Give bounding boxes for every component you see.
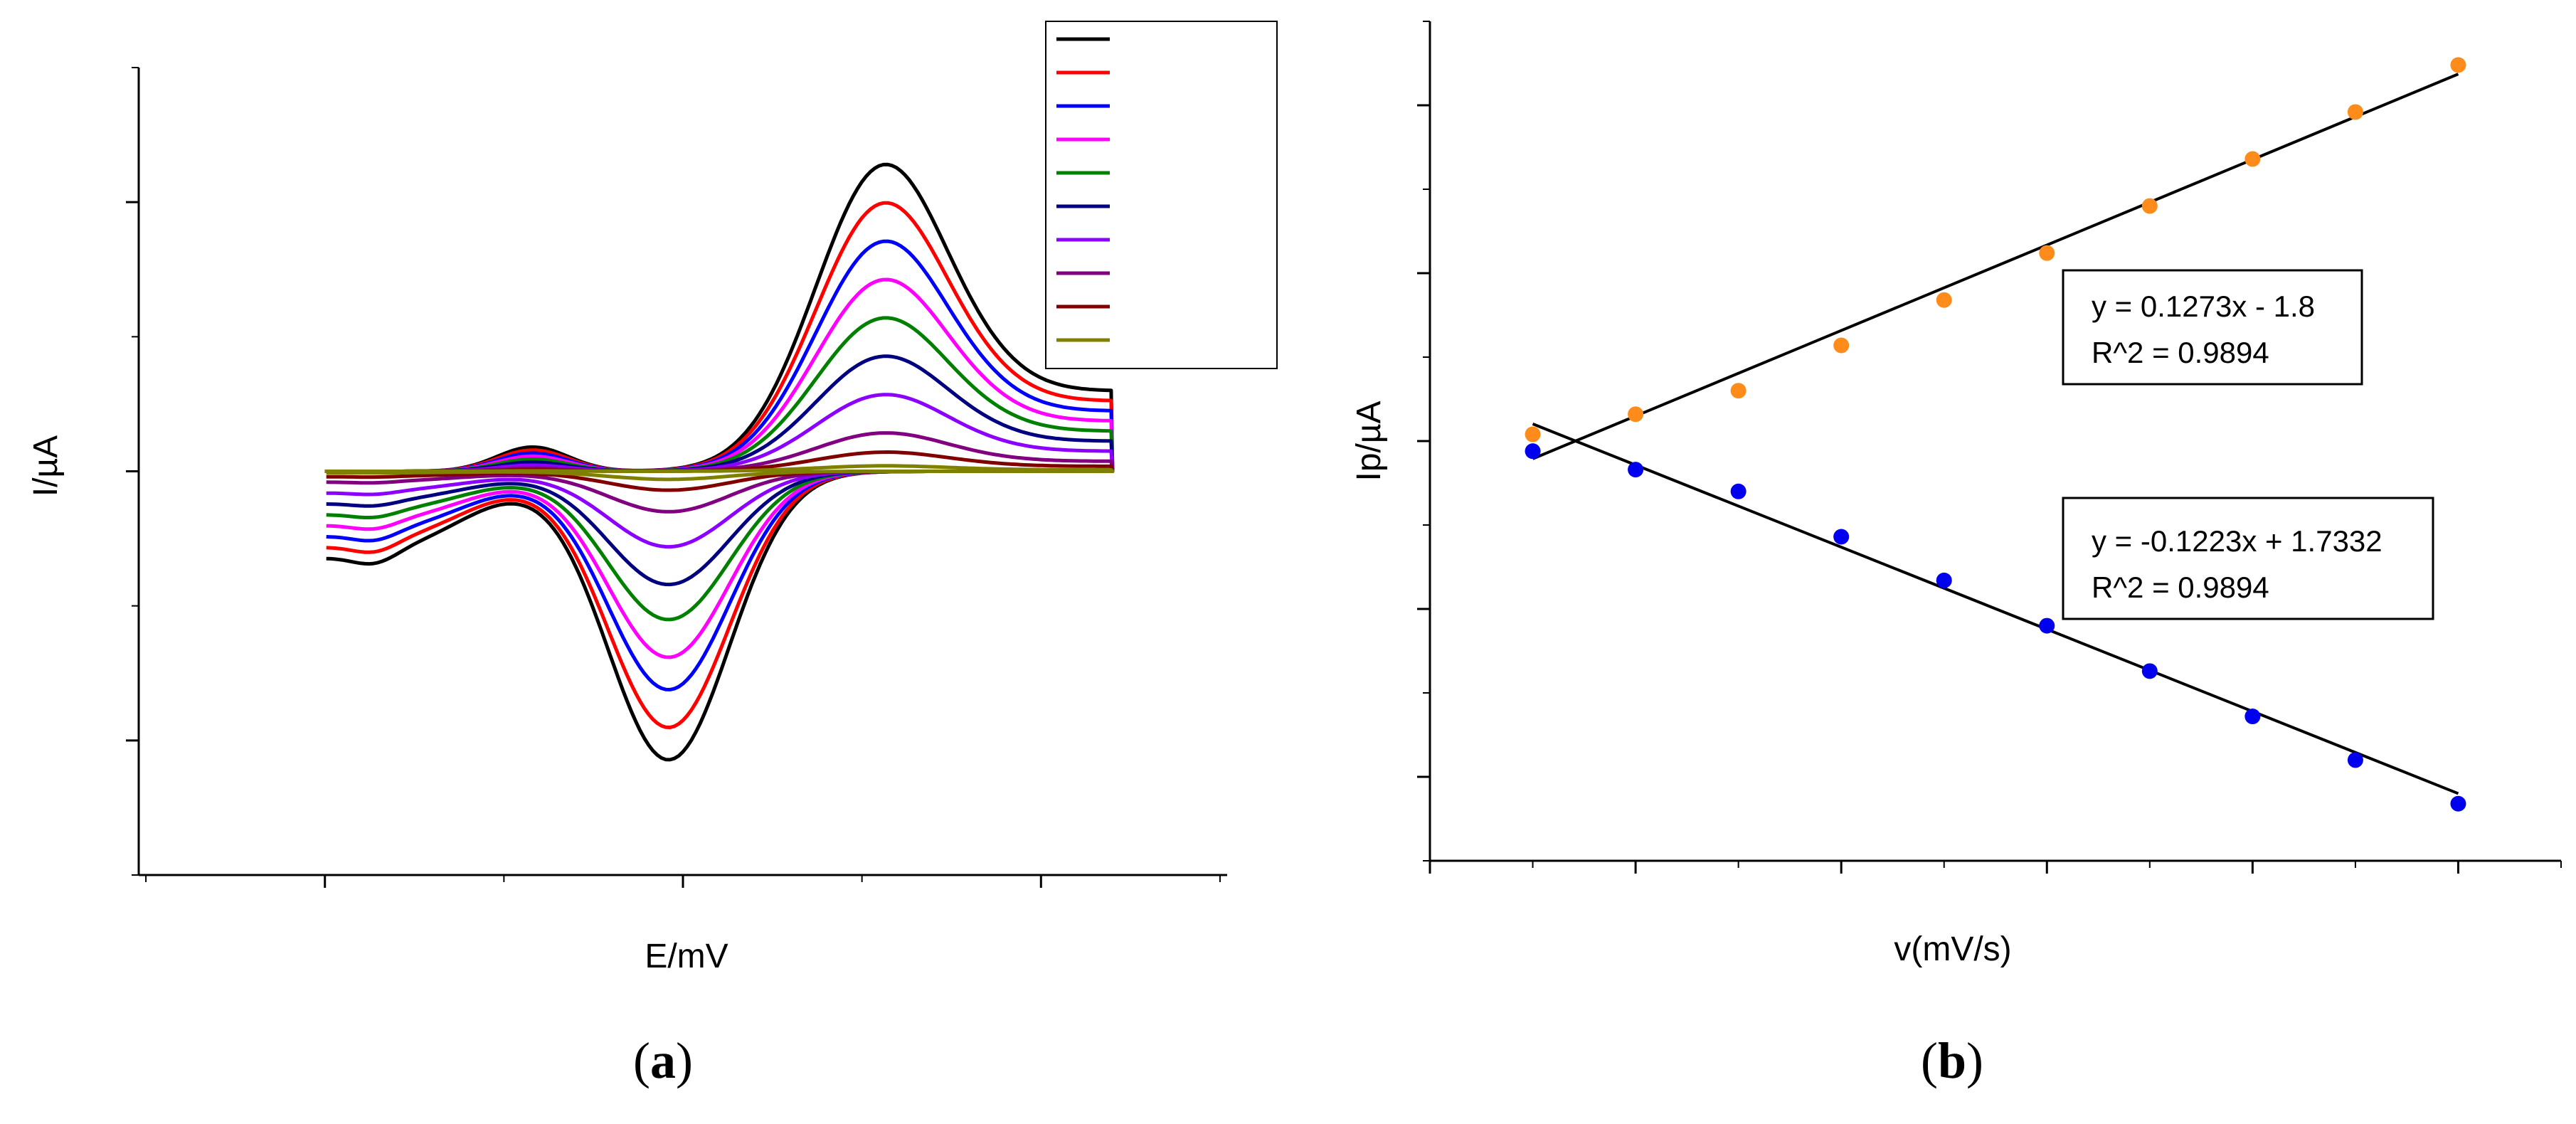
data-point-oxidation	[1525, 426, 1541, 442]
data-point-reduction	[2039, 617, 2055, 634]
data-point-oxidation	[2244, 151, 2261, 167]
data-point-reduction	[1730, 483, 1747, 499]
data-points	[1525, 57, 2466, 812]
equation-box-frame	[2062, 497, 2434, 620]
data-point-oxidation	[1730, 383, 1747, 399]
caption-a: (a)	[633, 1032, 693, 1089]
panel-a-legend	[1045, 21, 1278, 369]
data-point-oxidation	[2141, 198, 2158, 214]
panel-a-axes	[126, 67, 1227, 888]
cv-curves	[324, 162, 1115, 762]
panel-a-cyclic-voltammogram: E/mV I/µA	[27, 21, 1278, 975]
panel-a-x-axis-title: E/mV	[645, 938, 728, 975]
data-point-reduction	[2347, 752, 2363, 768]
data-point-oxidation	[1628, 406, 1644, 423]
equation-box-reduction: y = -0.1223x + 1.7332 R^2 = 0.9894	[2062, 497, 2434, 620]
equation-oxidation: y = 0.1273x - 1.8	[2092, 290, 2315, 323]
panel-b-axes	[1417, 21, 2562, 874]
data-point-reduction	[1525, 443, 1541, 460]
data-point-oxidation	[2450, 57, 2466, 73]
data-point-oxidation	[2347, 104, 2363, 120]
panel-b-peak-current-plot: v(mV/s) Ip/µA y = 0.1273x - 1.8 R^2 = 0.…	[1350, 21, 2562, 968]
panel-a-y-axis-title: I/µA	[27, 435, 65, 497]
fit-line-reduction	[1532, 423, 2459, 795]
data-point-oxidation	[1833, 337, 1850, 354]
data-point-reduction	[2450, 795, 2466, 812]
caption-b: (b)	[1921, 1032, 1983, 1089]
data-point-oxidation	[2039, 245, 2055, 261]
cv-curve-10-mV-s	[324, 464, 1115, 482]
r-squared-oxidation: R^2 = 0.9894	[2092, 336, 2269, 369]
equation-reduction: y = -0.1223x + 1.7332	[2092, 524, 2382, 558]
r-squared-reduction: R^2 = 0.9894	[2092, 571, 2269, 604]
legend-frame	[1045, 21, 1278, 369]
data-point-reduction	[2244, 709, 2261, 725]
equation-box-oxidation: y = 0.1273x - 1.8 R^2 = 0.9894	[2062, 269, 2363, 386]
panel-b-x-axis-title: v(mV/s)	[1894, 931, 2011, 968]
data-point-reduction	[1833, 529, 1850, 545]
data-point-reduction	[1936, 572, 1952, 588]
data-point-reduction	[1628, 462, 1644, 478]
data-point-reduction	[2141, 663, 2158, 679]
data-point-oxidation	[1936, 292, 1952, 308]
equation-box-frame	[2062, 269, 2363, 386]
fit-lines	[1532, 73, 2459, 795]
fit-line-oxidation	[1532, 73, 2459, 460]
panel-b-y-axis-title: Ip/µA	[1350, 401, 1388, 481]
